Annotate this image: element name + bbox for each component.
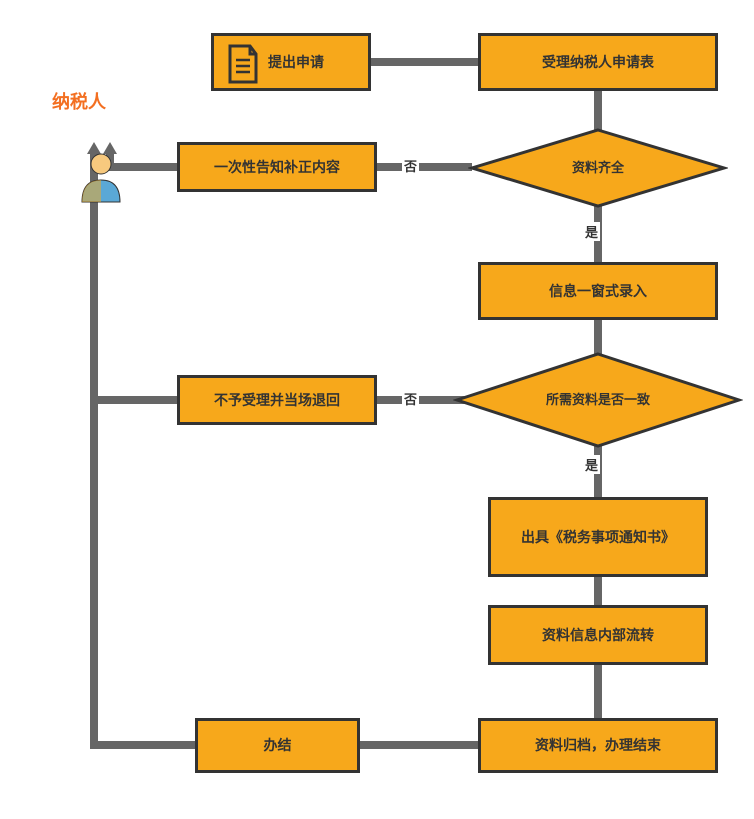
node-docflow: 资料信息内部流转 bbox=[488, 605, 708, 665]
edge-label-material-no: 否 bbox=[402, 389, 419, 408]
node-return-label: 不予受理并当场退回 bbox=[214, 391, 340, 409]
edge-label-check-yes: 是 bbox=[583, 222, 600, 241]
node-accept-label: 受理纳税人申请表 bbox=[542, 53, 654, 71]
node-issue: 出具《税务事项通知书》 bbox=[488, 497, 708, 577]
node-apply: 提出申请 bbox=[211, 33, 371, 91]
node-check: 资料齐全 bbox=[468, 128, 728, 208]
edge-end-taxpayer-v bbox=[90, 152, 98, 749]
taxpayer-label: 纳税人 bbox=[52, 88, 106, 114]
node-input-label: 信息一窗式录入 bbox=[549, 282, 647, 300]
node-material-label: 所需资料是否一致 bbox=[546, 392, 650, 409]
node-accept: 受理纳税人申请表 bbox=[478, 33, 718, 91]
edge-label-check-no: 否 bbox=[402, 156, 419, 175]
node-supplement: 一次性告知补正内容 bbox=[177, 142, 377, 192]
node-input: 信息一窗式录入 bbox=[478, 262, 718, 320]
edge-docflow-archive bbox=[594, 665, 602, 718]
node-end: 办结 bbox=[195, 718, 360, 773]
edge-end-taxpayer-h bbox=[90, 741, 195, 749]
node-end-label: 办结 bbox=[264, 736, 292, 754]
edge-apply-accept bbox=[371, 58, 478, 66]
node-issue-label: 出具《税务事项通知书》 bbox=[521, 528, 675, 546]
edge-check-supplement bbox=[377, 163, 472, 171]
node-supplement-label: 一次性告知补正内容 bbox=[214, 158, 340, 176]
node-apply-label: 提出申请 bbox=[268, 53, 324, 71]
node-material: 所需资料是否一致 bbox=[453, 352, 743, 448]
edge-archive-end bbox=[360, 741, 478, 749]
node-archive-label: 资料归档，办理结束 bbox=[535, 736, 661, 754]
node-archive: 资料归档，办理结束 bbox=[478, 718, 718, 773]
edge-label-material-yes: 是 bbox=[583, 455, 600, 474]
edge-issue-docflow bbox=[594, 577, 602, 605]
node-return: 不予受理并当场退回 bbox=[177, 375, 377, 425]
node-check-label: 资料齐全 bbox=[572, 160, 624, 177]
node-docflow-label: 资料信息内部流转 bbox=[542, 626, 654, 644]
document-icon bbox=[226, 44, 260, 84]
edge-return-taxpayer-h bbox=[94, 396, 177, 404]
flowchart-canvas: 否 是 否 是 纳税人 bbox=[0, 0, 754, 819]
taxpayer-icon bbox=[72, 148, 130, 206]
